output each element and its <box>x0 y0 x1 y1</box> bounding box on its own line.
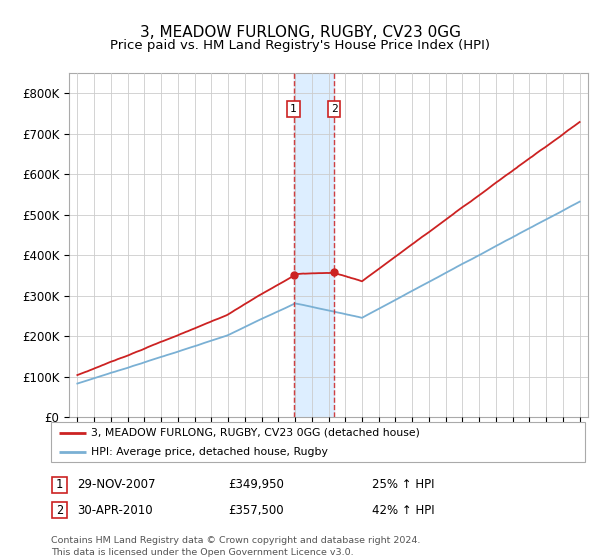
Text: £349,950: £349,950 <box>228 478 284 492</box>
Bar <box>293 73 334 417</box>
Text: 30-APR-2010: 30-APR-2010 <box>77 503 152 517</box>
Text: HPI: Average price, detached house, Rugby: HPI: Average price, detached house, Rugb… <box>91 447 328 457</box>
Text: £357,500: £357,500 <box>228 503 284 517</box>
Text: 3, MEADOW FURLONG, RUGBY, CV23 0GG (detached house): 3, MEADOW FURLONG, RUGBY, CV23 0GG (deta… <box>91 428 420 438</box>
Text: Price paid vs. HM Land Registry's House Price Index (HPI): Price paid vs. HM Land Registry's House … <box>110 39 490 52</box>
FancyBboxPatch shape <box>51 422 585 462</box>
Text: 29-NOV-2007: 29-NOV-2007 <box>77 478 155 492</box>
Text: 42% ↑ HPI: 42% ↑ HPI <box>372 503 434 517</box>
Text: 3, MEADOW FURLONG, RUGBY, CV23 0GG: 3, MEADOW FURLONG, RUGBY, CV23 0GG <box>139 25 461 40</box>
Text: 1: 1 <box>56 478 63 492</box>
Text: 2: 2 <box>56 503 63 517</box>
Text: Contains HM Land Registry data © Crown copyright and database right 2024.
This d: Contains HM Land Registry data © Crown c… <box>51 536 421 557</box>
FancyBboxPatch shape <box>52 477 67 493</box>
Text: 25% ↑ HPI: 25% ↑ HPI <box>372 478 434 492</box>
Text: 2: 2 <box>331 104 337 114</box>
Text: 1: 1 <box>290 104 297 114</box>
FancyBboxPatch shape <box>52 502 67 518</box>
